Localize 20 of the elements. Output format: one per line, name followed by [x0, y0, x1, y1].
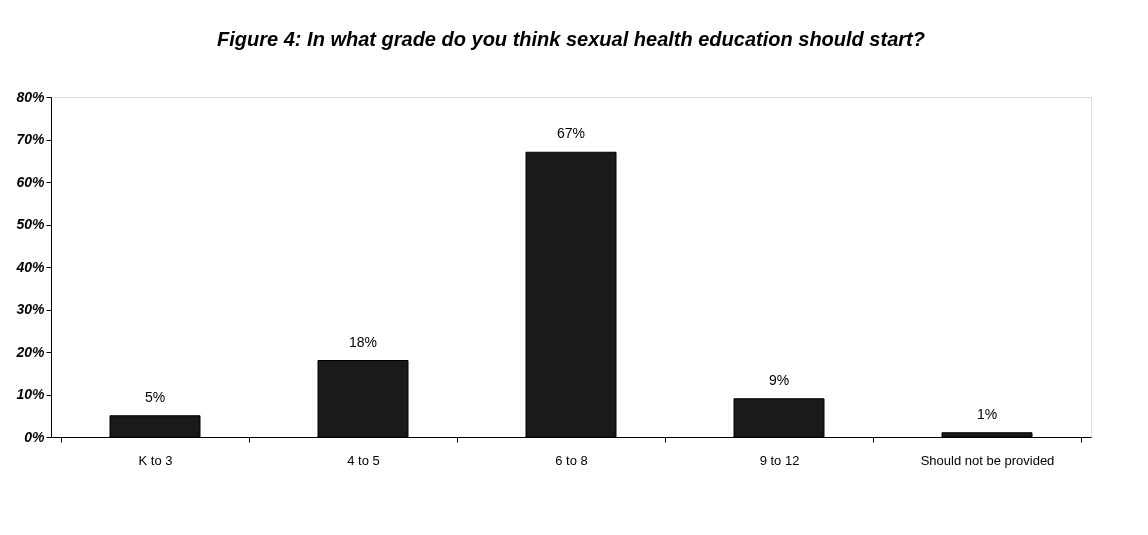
- y-tick-label: 70%: [16, 131, 46, 147]
- x-tick-label: 9 to 12: [759, 452, 800, 468]
- y-tick-label: 10%: [16, 386, 46, 402]
- data-label: 5%: [144, 388, 166, 405]
- x-tick-label: 6 to 8: [555, 452, 588, 468]
- y-tick-label: 60%: [16, 173, 46, 190]
- y-tick-label: 0%: [24, 428, 46, 445]
- x-tick-label: Should not be provided: [920, 452, 1055, 468]
- y-tick-label: 80%: [16, 88, 46, 105]
- chart-title: Figure 4: In what grade do you think sexual health education should start?: [217, 28, 925, 50]
- data-label: 18%: [348, 333, 378, 350]
- data-label: 9%: [768, 371, 790, 388]
- y-tick-label: 30%: [16, 301, 46, 317]
- y-tick-label: 40%: [15, 258, 46, 275]
- x-tick-label: 4 to 5: [347, 452, 380, 468]
- data-label: 1%: [976, 405, 998, 422]
- data-label: 67%: [556, 125, 586, 142]
- x-tick-label: K to 3: [138, 452, 173, 468]
- y-tick-label: 20%: [15, 343, 46, 360]
- y-tick-label: 50%: [16, 216, 46, 232]
